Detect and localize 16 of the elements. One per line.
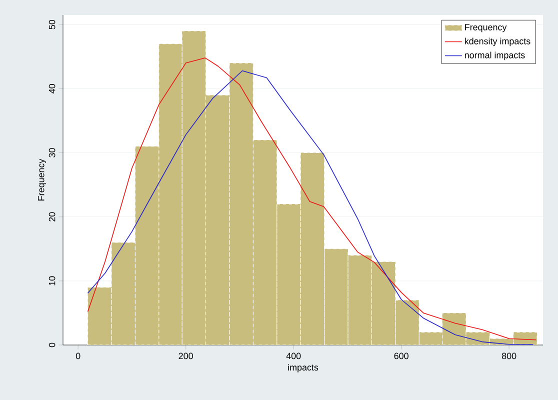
x-tick-label: 600: [394, 352, 408, 360]
x-tick-label: 400: [286, 352, 301, 360]
x-tick-label: 200: [178, 352, 193, 360]
legend-label: kdensity impacts: [464, 38, 530, 46]
x-tick-label: 0: [76, 352, 80, 360]
legend-label: Frequency: [465, 24, 507, 32]
legend-label: normal impacts: [464, 52, 525, 60]
y-tick-label: 50: [48, 20, 56, 30]
y-tick-label: 20: [48, 212, 56, 222]
y-tick-label: 40: [48, 84, 56, 94]
x-tick-label: 800: [502, 352, 516, 360]
y-tick-label: 10: [48, 276, 56, 286]
y-tick-label: 0: [48, 342, 56, 348]
x-axis-title: impacts: [288, 364, 318, 372]
y-axis-title: Frequency: [38, 158, 46, 200]
y-tick-label: 30: [48, 148, 56, 158]
